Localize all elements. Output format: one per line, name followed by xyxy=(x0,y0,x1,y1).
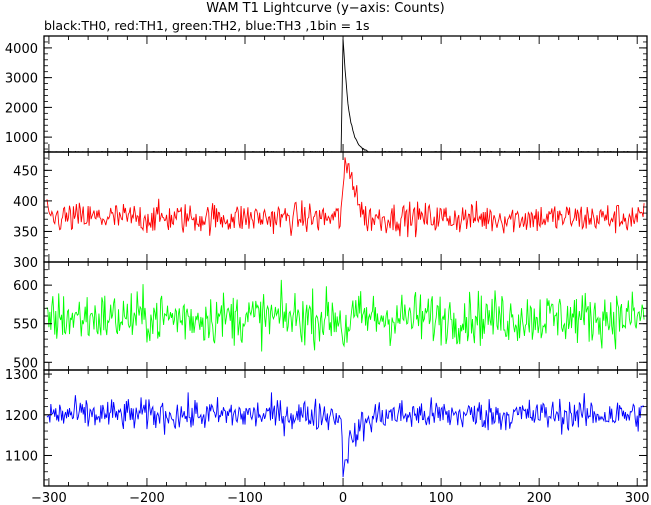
chart-subtitle: black:TH0, red:TH1, green:TH2, blue:TH3 … xyxy=(44,18,370,33)
x-tick-label: 300 xyxy=(625,491,650,505)
y-tick-label: 400 xyxy=(13,195,38,210)
y-tick-label: 1000 xyxy=(5,131,38,146)
x-tick-label: 0 xyxy=(339,491,347,505)
y-tick-label: 350 xyxy=(13,225,38,240)
y-tick-label: 1100 xyxy=(5,449,38,464)
x-tick-label: 200 xyxy=(527,491,552,505)
series-th3 xyxy=(46,392,645,478)
chart-title: WAM T1 Lightcurve (y−axis: Counts) xyxy=(206,1,445,16)
series-th1 xyxy=(46,157,645,238)
panel-frame-th3 xyxy=(43,369,648,487)
x-tick-label: −300 xyxy=(31,491,67,505)
x-tick-label: 100 xyxy=(429,491,454,505)
y-tick-label: 4000 xyxy=(5,42,38,57)
series-th2 xyxy=(46,279,645,352)
x-tick-label: −200 xyxy=(129,491,165,505)
y-tick-label: 450 xyxy=(13,164,38,179)
y-tick-label: 300 xyxy=(13,256,38,271)
y-tick-label: 2000 xyxy=(5,101,38,116)
y-tick-label: 1200 xyxy=(5,409,38,424)
series-th0 xyxy=(46,39,645,152)
panel-frame-th0 xyxy=(43,35,648,153)
y-tick-label: 550 xyxy=(13,318,38,333)
y-tick-label: 600 xyxy=(13,279,38,294)
y-tick-label: 1300 xyxy=(5,368,38,383)
y-tick-label: 3000 xyxy=(5,72,38,87)
y-tick-label: 500 xyxy=(13,356,38,371)
x-tick-label: −100 xyxy=(227,491,263,505)
